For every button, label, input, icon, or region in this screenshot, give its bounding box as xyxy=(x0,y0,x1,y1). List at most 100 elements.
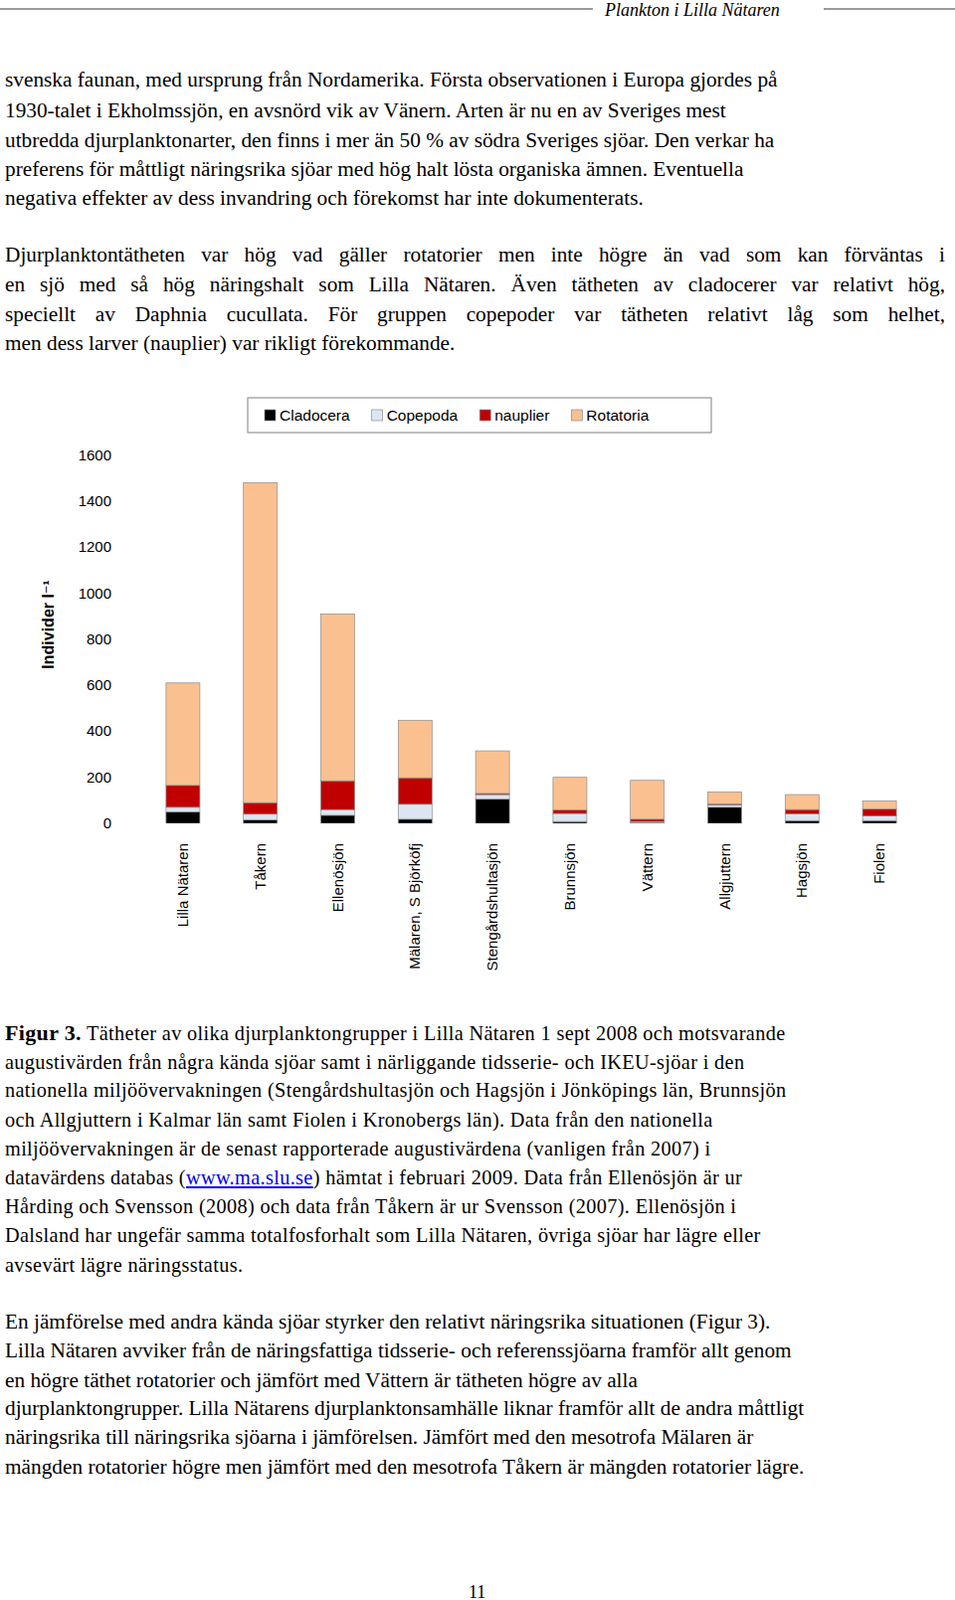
x-tick-label: Stengårdshultasjön xyxy=(483,843,501,971)
x-tick-label: Ellenösjön xyxy=(329,843,347,913)
x-tick-label: Allgjuttern xyxy=(716,843,734,911)
paragraph-line: 1930-talet i Ekholmssjön, en avsnörd vik… xyxy=(4,97,727,124)
caption-text: Tätheter av olika djurplanktongrupper i … xyxy=(86,1022,785,1045)
legend-swatch xyxy=(372,409,383,421)
bar-segment xyxy=(243,814,278,821)
bar-segment xyxy=(397,819,432,824)
bar-segment xyxy=(708,803,743,805)
bar-segment xyxy=(630,780,665,820)
page: {"header": "Plankton i Lilla Nätaren", "… xyxy=(0,0,955,1600)
bar-segment xyxy=(475,751,510,794)
paragraph-line: Lilla Nätaren avviker från de näringsfat… xyxy=(4,1337,792,1364)
bar-segment xyxy=(784,820,819,824)
bar-segment xyxy=(475,793,510,795)
legend-label: Rotatoria xyxy=(585,406,649,424)
bar-segment xyxy=(708,791,743,804)
bar-segment xyxy=(630,821,665,823)
header-rule xyxy=(0,8,593,10)
y-tick-label: 0 xyxy=(103,814,112,832)
y-tick-label: 600 xyxy=(86,676,112,694)
bar-segment xyxy=(243,482,278,803)
caption-line: datavärdens databas (www.ma.slu.se) hämt… xyxy=(4,1164,743,1191)
running-header: Plankton i Lilla Nätaren xyxy=(604,0,780,23)
bar-segment xyxy=(784,809,819,814)
x-tick-label: Hagsjön xyxy=(792,843,810,899)
bar-segment xyxy=(862,820,897,824)
caption-text: Hårding och Svensson (2008) och data frå… xyxy=(4,1195,737,1218)
x-tick-label: Brunnsjön xyxy=(561,843,578,912)
bar-segment xyxy=(397,720,432,778)
y-tick-label: 1600 xyxy=(78,446,112,464)
y-tick-label: 1200 xyxy=(78,538,112,556)
caption-line: och Allgjuttern i Kalmar län samt Fiolen… xyxy=(4,1107,714,1134)
bar-segment xyxy=(321,809,356,816)
caption-text: Dalsland har ungefär samma totalfosforha… xyxy=(4,1224,762,1247)
y-tick-label: 200 xyxy=(86,768,112,786)
legend-swatch xyxy=(479,409,491,421)
caption-line: miljöövervakningen är de senast rapporte… xyxy=(4,1136,712,1162)
x-tick-label: Lilla Nätaren xyxy=(174,843,191,928)
paragraph-line: svenska faunan, med ursprung från Nordam… xyxy=(4,66,778,93)
link[interactable]: www.ma.slu.se xyxy=(186,1166,314,1189)
caption-line: Hårding och Svensson (2008) och data frå… xyxy=(4,1193,737,1220)
caption-text: nationella miljöövervakningen (Stengårds… xyxy=(4,1079,786,1102)
bar-segment xyxy=(243,802,278,815)
header-rule xyxy=(823,8,955,10)
legend-label: nauplier xyxy=(494,406,550,424)
bar-segment xyxy=(784,794,819,810)
paragraph-line: En jämförelse med andra kända sjöar styr… xyxy=(4,1309,770,1336)
y-tick-label: 1000 xyxy=(78,584,112,602)
bar-segment xyxy=(862,816,897,822)
bar-segment xyxy=(321,780,356,810)
bar-segment xyxy=(321,613,356,781)
caption-text: miljöövervakningen är de senast rapporte… xyxy=(4,1138,712,1160)
bar-segment xyxy=(862,809,897,817)
y-tick-label: 400 xyxy=(86,722,112,740)
legend-swatch xyxy=(264,409,276,421)
caption-text: datavärdens databas (www.ma.slu.se) hämt… xyxy=(4,1166,743,1189)
x-tick-label: Mälaren, S Björköfj xyxy=(405,843,423,970)
bar-segment xyxy=(166,785,200,808)
paragraph-line: djurplanktongrupper. Lilla Nätarens djur… xyxy=(4,1395,804,1422)
bar-segment xyxy=(475,794,510,800)
bar-segment xyxy=(397,777,432,805)
x-tick-label: Fiolen xyxy=(870,843,888,885)
bar-segment xyxy=(475,799,510,824)
caption-line: augustivärden från några kända sjöar sam… xyxy=(4,1049,745,1076)
bar-segment xyxy=(630,819,665,822)
y-tick-label: 800 xyxy=(86,630,112,648)
bar-segment xyxy=(166,807,200,813)
bar-segment xyxy=(862,800,897,809)
caption-text: avsevärt lägre näringsstatus. xyxy=(4,1254,243,1277)
x-tick-label: Vättern xyxy=(638,843,656,892)
bar-segment xyxy=(784,813,819,821)
paragraph-line: utbredda djurplanktonarter, den finns i … xyxy=(4,127,774,154)
bar-segment xyxy=(553,813,587,822)
paragraph-line: en sjö med så hög näringshalt som Lilla … xyxy=(4,271,946,298)
bar-segment xyxy=(553,821,587,824)
legend: CladoceraCopepodanauplierRotatoria xyxy=(247,397,712,433)
x-tick-label: Tåkern xyxy=(251,843,269,891)
bars xyxy=(166,482,897,824)
paragraph-line: Djurplanktontätheten var hög vad gäller … xyxy=(4,241,946,268)
bar-segment xyxy=(166,683,200,786)
y-axis-label: Individer l⁻¹ xyxy=(39,579,57,669)
paragraph-line: en högre täthet rotatorier och jämfört m… xyxy=(4,1367,638,1394)
legend-label: Copepoda xyxy=(386,406,459,424)
chart-svg: 0 200 400 600 800 1000 1200 1400 1600 Individer l… xyxy=(0,0,955,1600)
paragraph-line: speciellt av Daphnia cucullata. För grup… xyxy=(4,301,946,328)
paragraph-line: men dess larver (nauplier) var rikligt f… xyxy=(4,330,455,357)
paragraph-line: näringsrika till näringsrika sjöarna i j… xyxy=(4,1424,754,1451)
paragraph-line: preferens för måttligt näringsrika sjöar… xyxy=(4,156,744,183)
legend-box xyxy=(247,397,712,433)
bar-segment xyxy=(166,811,200,824)
caption-text: och Allgjuttern i Kalmar län samt Fiolen… xyxy=(4,1109,714,1132)
y-tick-label: 1400 xyxy=(78,492,112,510)
bar-segment xyxy=(321,815,356,824)
page-number: 11 xyxy=(468,1579,486,1600)
figure-label: Figur 3. xyxy=(4,1020,82,1046)
paragraph-line: negativa effekter av dess invandring och… xyxy=(4,185,644,211)
paragraph-line: mängden rotatorier högre men jämfört med… xyxy=(4,1454,804,1481)
bar-segment xyxy=(708,807,743,824)
caption-line: Figur 3. Tätheter av olika djurplanktong… xyxy=(4,1020,786,1047)
